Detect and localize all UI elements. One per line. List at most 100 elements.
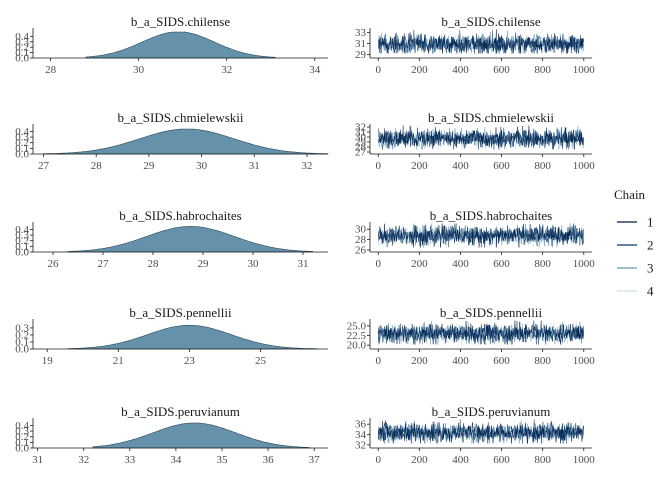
x-tick-label: 0 (375, 355, 381, 367)
x-tick-label: 27 (38, 160, 50, 172)
trace-title: b_a_SIDS.peruvianum (432, 404, 551, 419)
y-tick-label: 0.2 (15, 42, 29, 54)
x-tick-label: 0 (375, 454, 381, 466)
x-tick-label: 23 (184, 355, 196, 367)
x-tick-label: 21 (113, 355, 124, 367)
x-tick-label: 800 (534, 64, 551, 76)
y-tick-label: 29 (355, 49, 367, 61)
x-tick-label: 37 (309, 454, 321, 466)
y-tick-label: 0.0 (15, 247, 29, 259)
density-panel-4: b_a_SIDS.peruvianum 0.00.10.20.30.4 31 32 33… (15, 404, 328, 466)
x-tick-label: 29 (143, 160, 155, 172)
x-tick-label: 32 (301, 160, 312, 172)
y-tick-label: 0.3 (15, 132, 29, 144)
x-tick-label: 32 (78, 454, 89, 466)
trace-line-chain-1 (378, 420, 584, 444)
x-tick-label: 200 (411, 258, 428, 270)
x-tick-label: 600 (493, 355, 510, 367)
y-tick-label: 0.4 (15, 126, 29, 138)
y-tick-label: 0.1 (15, 47, 29, 59)
x-tick-label: 400 (452, 454, 469, 466)
x-tick-label: 28 (91, 160, 103, 172)
legend-label-chain-4: 4 (647, 284, 654, 299)
y-tick-label: 20.0 (347, 340, 367, 352)
y-tick-label: 0.4 (15, 31, 29, 43)
trace-line-chain-1 (378, 320, 584, 345)
density-title: b_a_SIDS.chmielewskii (117, 110, 243, 125)
x-tick-label: 27 (98, 258, 110, 270)
legend-label-chain-2: 2 (647, 238, 654, 253)
y-tick-label: 22.5 (347, 330, 367, 342)
x-tick-label: 36 (263, 454, 275, 466)
x-tick-label: 1000 (573, 258, 596, 270)
y-tick-label: 0.0 (15, 443, 29, 455)
x-tick-label: 800 (534, 355, 551, 367)
y-tick-label: 0.3 (15, 426, 29, 438)
density-title: b_a_SIDS.chilense (131, 14, 231, 29)
x-tick-label: 600 (493, 160, 510, 172)
y-tick-label: 27 (355, 147, 367, 159)
y-tick-label: 0.4 (15, 224, 29, 236)
y-tick-label: 30 (355, 224, 367, 236)
trace-line-chain-1 (378, 29, 584, 54)
x-tick-label: 200 (411, 160, 428, 172)
x-tick-label: 35 (216, 454, 228, 466)
trace-title: b_a_SIDS.pennellii (440, 305, 543, 320)
x-tick-label: 200 (411, 454, 428, 466)
x-tick-label: 31 (249, 160, 260, 172)
x-tick-label: 1000 (573, 454, 596, 466)
trace-panel-3: b_a_SIDS.pennellii 20.022.525.0 0 200 400 600… (347, 305, 596, 367)
y-tick-label: 0.2 (15, 329, 29, 341)
y-tick-label: 0.3 (15, 322, 29, 334)
y-tick-label: 0.0 (15, 344, 29, 356)
y-tick-label: 0.1 (15, 143, 29, 155)
legend-label-chain-3: 3 (647, 261, 654, 276)
x-tick-label: 400 (452, 355, 469, 367)
trace-title: b_a_SIDS.chmielewskii (428, 110, 554, 125)
density-panel-2: b_a_SIDS.habrochaites 0.00.10.20.30.4 26 27… (15, 208, 328, 270)
density-area (85, 31, 276, 59)
trace-title: b_a_SIDS.chilense (441, 14, 541, 29)
x-tick-label: 0 (375, 160, 381, 172)
x-tick-label: 400 (452, 258, 469, 270)
y-tick-label: 32 (355, 122, 366, 134)
x-tick-label: 800 (534, 454, 551, 466)
y-tick-label: 0.0 (15, 53, 29, 65)
trace-title: b_a_SIDS.habrochaites (430, 208, 552, 223)
y-tick-label: 28 (355, 234, 367, 246)
y-tick-label: 36 (355, 419, 367, 431)
y-tick-label: 0.2 (15, 431, 29, 443)
y-tick-label: 34 (355, 429, 367, 441)
x-tick-label: 1000 (573, 355, 596, 367)
y-tick-label: 0.2 (15, 235, 29, 247)
y-tick-label: 33 (355, 27, 367, 39)
x-tick-label: 30 (133, 64, 145, 76)
y-tick-label: 0.3 (15, 230, 29, 242)
trace-line-chain-1 (378, 223, 584, 248)
y-tick-label: 25.0 (347, 320, 367, 332)
density-area (92, 422, 310, 449)
legend-label-chain-1: 1 (647, 215, 654, 230)
x-tick-label: 25 (255, 355, 267, 367)
y-tick-label: 0.1 (15, 336, 29, 348)
density-title: b_a_SIDS.habrochaites (119, 208, 241, 223)
x-tick-label: 26 (48, 258, 60, 270)
density-area (68, 324, 318, 350)
y-tick-label: 0.0 (15, 149, 29, 161)
x-tick-label: 33 (124, 454, 136, 466)
y-tick-label: 26 (355, 244, 367, 256)
density-panel-1: b_a_SIDS.chmielewskii 0.00.10.20.30.4 27 28… (15, 110, 329, 172)
y-tick-label: 28 (355, 142, 367, 154)
x-tick-label: 32 (221, 64, 232, 76)
y-tick-label: 31 (355, 38, 366, 50)
x-tick-label: 29 (198, 258, 210, 270)
x-tick-label: 31 (298, 258, 309, 270)
density-area (43, 128, 329, 155)
density-area (67, 226, 314, 253)
x-tick-label: 34 (309, 64, 321, 76)
